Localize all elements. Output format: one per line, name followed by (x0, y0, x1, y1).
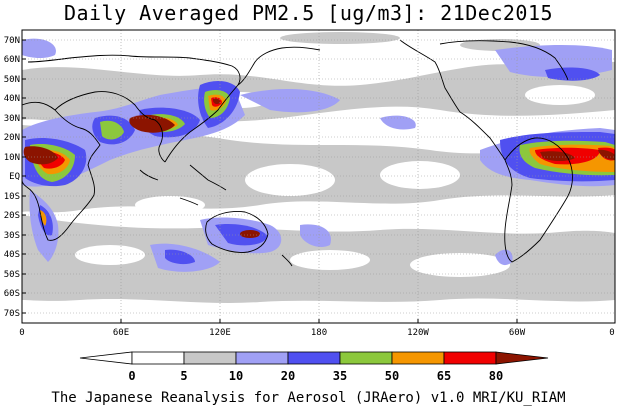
coastlines (22, 39, 573, 267)
lon-label-60e: 60E (113, 328, 129, 338)
lat-label-60n: 60N (4, 55, 20, 65)
colorbar-label-65: 65 (437, 369, 451, 383)
lat-label-30s: 30S (4, 231, 20, 241)
lon-label-180: 180 (311, 328, 327, 338)
longitude-labels: 0 60E 120E 180 120W 60W 0 (19, 328, 614, 338)
lat-label-30n: 30N (4, 114, 20, 124)
colorbar-label-20: 20 (281, 369, 295, 383)
lon-label-120w: 120W (407, 328, 429, 338)
lon-label-60w: 60W (509, 328, 526, 338)
concentration-field (22, 30, 615, 323)
colorbar-segment-5-10 (183, 351, 237, 365)
colorbar-label-50: 50 (385, 369, 399, 383)
lat-label-50n: 50N (4, 75, 20, 85)
lat-label-40s: 40S (4, 250, 20, 260)
axis-ticks (22, 39, 518, 323)
lat-label-10s: 10S (4, 192, 20, 202)
lat-label-70s: 70S (4, 309, 20, 319)
colorbar-label-35: 35 (333, 369, 347, 383)
colorbar-label-80: 80 (489, 369, 503, 383)
latitude-labels: 70N 60N 50N 40N 30N 20N 10N EQ 10S 20S 3… (4, 36, 20, 319)
colorbar-segment-35-50 (339, 351, 393, 365)
map-gridlines (22, 30, 615, 323)
colorbar-label-5: 5 (180, 369, 187, 383)
colorbar-segment-50-65 (391, 351, 445, 365)
colorbar-label-10: 10 (229, 369, 243, 383)
lon-label-120e: 120E (209, 328, 231, 338)
colorbar-arrow-high (495, 351, 549, 365)
lat-label-40n: 40N (4, 94, 20, 104)
colorbar-arrow-low (79, 351, 133, 365)
colorbar-labels: 0 5 10 20 35 50 65 80 (128, 369, 503, 383)
colorbar-segment-65-80 (443, 351, 497, 365)
lat-label-60s: 60S (4, 289, 20, 299)
lat-label-50s: 50S (4, 270, 20, 280)
lat-label-10n: 10N (4, 153, 20, 163)
colorbar-segment-10-20 (235, 351, 289, 365)
footer-credit: The Japanese Reanalysis for Aerosol (JRA… (51, 390, 566, 406)
lat-label-20s: 20S (4, 211, 20, 221)
colorbar-segment-20-35 (287, 351, 341, 365)
colorbar (79, 351, 549, 365)
lat-label-70n: 70N (4, 36, 20, 46)
lat-label-eq: EQ (9, 172, 20, 182)
colorbar-label-0: 0 (128, 369, 135, 383)
lat-label-20n: 20N (4, 133, 20, 143)
map-title: Daily Averaged PM2.5 [ug/m3]: 21Dec2015 (63, 1, 554, 25)
colorbar-segment-0-5 (131, 351, 185, 365)
lon-label-0-right: 0 (609, 328, 614, 338)
lon-label-0-left: 0 (19, 328, 24, 338)
